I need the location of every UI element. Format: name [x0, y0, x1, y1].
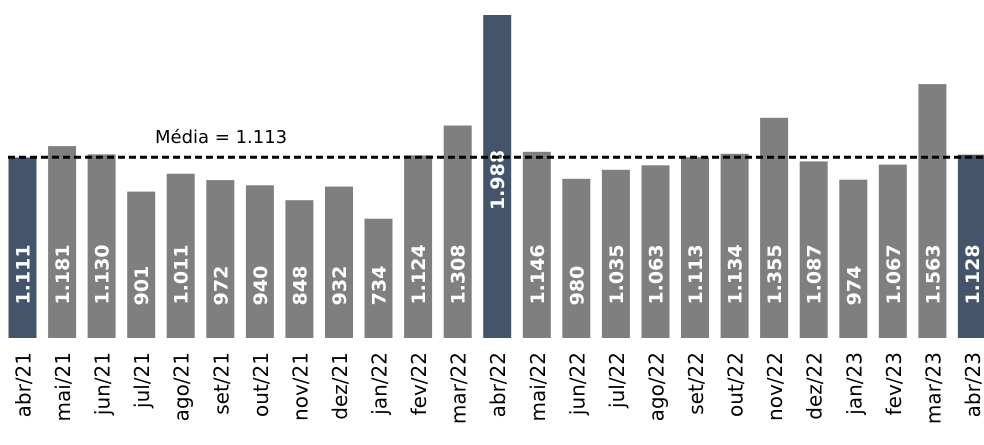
bar-mar-23: [918, 84, 947, 338]
bar-value-label: 1.063: [646, 244, 668, 304]
bar-value-label: 848: [289, 266, 311, 306]
bar-set-22: [681, 157, 709, 338]
bar-ago-22: [641, 165, 670, 338]
bar-value-label: 1.134: [725, 244, 747, 304]
category-labels-group: abr/21 mai/21 jun/21 jul/21 ago/21 set/21 out/…: [12, 352, 984, 424]
category-label: mai/21: [51, 352, 75, 421]
bar-value-label: 974: [843, 266, 865, 306]
category-label: abr/23: [961, 352, 984, 417]
category-label: nov/21: [288, 352, 312, 421]
category-label: jun/22: [565, 352, 589, 416]
bar-nov-21: [285, 200, 314, 338]
bar-nov-22: [760, 117, 789, 338]
bar-jan-22: [364, 218, 393, 338]
bar-dez-21: [325, 186, 353, 338]
category-label: fev/22: [407, 352, 431, 415]
bar-value-label: 1.146: [527, 244, 549, 304]
category-label: mai/22: [526, 352, 550, 421]
bars-group: [8, 15, 984, 338]
category-label: jan/23: [842, 352, 866, 416]
bar-abr-23: [957, 154, 984, 338]
bar-fev-23: [878, 164, 907, 338]
bar-value-label: 1.011: [171, 244, 193, 304]
category-label: nov/22: [763, 352, 787, 421]
bar-fev-22: [404, 155, 433, 338]
category-label: set/21: [209, 352, 233, 415]
category-label: abr/21: [12, 352, 36, 417]
bar-value-label: 1.087: [804, 244, 826, 304]
bar-value-label: 1.130: [92, 244, 114, 304]
bar-out-21: [245, 185, 274, 338]
category-label: jul/21: [130, 352, 154, 409]
bar-value-label: 1.355: [764, 244, 786, 304]
bar-jul-22: [601, 169, 630, 338]
category-label: set/22: [684, 352, 708, 415]
bar-value-label: 1.124: [408, 244, 430, 304]
bar-value-label: 901: [131, 266, 153, 306]
category-label: jun/21: [91, 352, 115, 416]
category-label: out/21: [249, 352, 273, 417]
category-label: mar/23: [921, 352, 945, 424]
bar-value-label: 1.113: [685, 244, 707, 304]
bar-value-label: 1.067: [883, 244, 905, 304]
category-label: mar/22: [447, 352, 471, 424]
bar-value-label: 1.988: [487, 150, 509, 210]
category-label: jan/22: [368, 352, 392, 416]
bar-mar-22: [443, 125, 472, 338]
bar-value-label: 940: [250, 266, 272, 306]
bar-value-label: 1.128: [962, 244, 984, 304]
bar-dez-22: [799, 161, 828, 338]
bar-jul-21: [127, 191, 156, 338]
bar-out-22: [720, 153, 749, 338]
category-label: out/22: [724, 352, 748, 417]
bar-abr-21: [8, 157, 37, 338]
bar-value-label: 734: [369, 266, 391, 306]
bar-value-label: 972: [210, 266, 232, 306]
bar-value-label: 932: [329, 266, 351, 306]
average-label: Média = 1.113: [155, 127, 287, 148]
category-label: jul/22: [605, 352, 629, 409]
bar-value-label: 1.563: [922, 244, 944, 304]
bar-value-label: 1.035: [606, 244, 628, 304]
bar-ago-21: [166, 173, 195, 338]
bar-labels-group: 1.111 1.181 1.130 901 1.011 972 940 848 932 734 1.…: [13, 150, 984, 305]
category-label: ago/21: [170, 352, 194, 421]
bar-jun-21: [87, 154, 116, 338]
category-label: ago/22: [645, 352, 669, 421]
bar-jun-22: [562, 178, 591, 338]
category-label: dez/22: [803, 352, 827, 420]
bar-set-21: [206, 180, 235, 338]
bar-value-label: 980: [566, 266, 588, 306]
bar-jan-23: [839, 179, 868, 338]
bar-abr-22: [483, 15, 512, 338]
category-label: abr/22: [486, 352, 510, 417]
bar-mai-21: [48, 146, 77, 338]
category-label: fev/23: [882, 352, 906, 415]
category-label: dez/21: [328, 352, 352, 420]
bar-mai-22: [522, 151, 551, 338]
bar-value-label: 1.181: [52, 244, 74, 304]
bar-value-label: 1.111: [13, 244, 35, 304]
bar-value-label: 1.308: [448, 244, 470, 304]
